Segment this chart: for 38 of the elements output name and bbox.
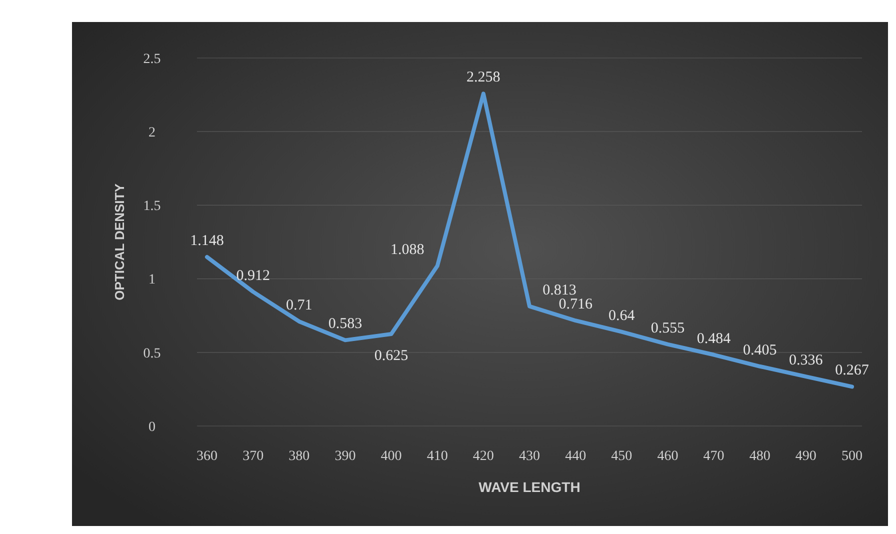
x-tick-label: 490 <box>795 449 816 464</box>
y-axis-title: OPTICAL DENSITY <box>112 183 127 300</box>
data-label: 0.71 <box>286 297 312 314</box>
x-tick-label: 450 <box>611 449 632 464</box>
x-tick-label: 430 <box>519 449 540 464</box>
x-tick-label: 410 <box>426 449 448 464</box>
data-label: 0.336 <box>789 352 824 369</box>
data-label: 0.583 <box>328 316 362 332</box>
data-label: 0.555 <box>650 320 685 336</box>
data-label: 0.267 <box>835 362 870 379</box>
data-label: 0.813 <box>542 282 576 298</box>
y-tick-label: 0.5 <box>143 346 161 362</box>
x-axis-title: WAVE LENGTH <box>478 479 580 495</box>
data-label: 1.088 <box>390 242 424 258</box>
data-label: 2.258 <box>466 70 500 86</box>
data-label: 0.405 <box>742 342 777 358</box>
x-tick-label: 400 <box>380 449 402 464</box>
data-label: 1.148 <box>190 233 224 250</box>
y-tick-label: 1.5 <box>143 199 161 214</box>
x-tick-label: 480 <box>749 449 770 464</box>
data-label: 0.484 <box>696 330 732 347</box>
y-tick-label: 2 <box>148 126 156 140</box>
x-tick-label: 370 <box>242 449 264 464</box>
x-tick-label: 380 <box>288 449 310 464</box>
x-tick-label: 420 <box>472 449 494 464</box>
data-label: 0.64 <box>608 308 636 324</box>
y-tick-label: 2.5 <box>143 52 161 67</box>
y-tick-label: 1 <box>148 272 156 288</box>
data-label: 0.625 <box>374 348 408 364</box>
x-tick-label: 460 <box>657 449 678 464</box>
data-label: 0.716 <box>558 296 593 313</box>
y-tick-label: 0 <box>148 420 156 435</box>
x-tick-label: 360 <box>196 449 218 464</box>
x-tick-label: 500 <box>842 449 862 464</box>
x-tick-label: 470 <box>703 449 724 464</box>
data-label: 0.912 <box>236 268 270 284</box>
x-tick-label: 390 <box>334 449 356 464</box>
x-tick-label: 440 <box>565 449 586 464</box>
